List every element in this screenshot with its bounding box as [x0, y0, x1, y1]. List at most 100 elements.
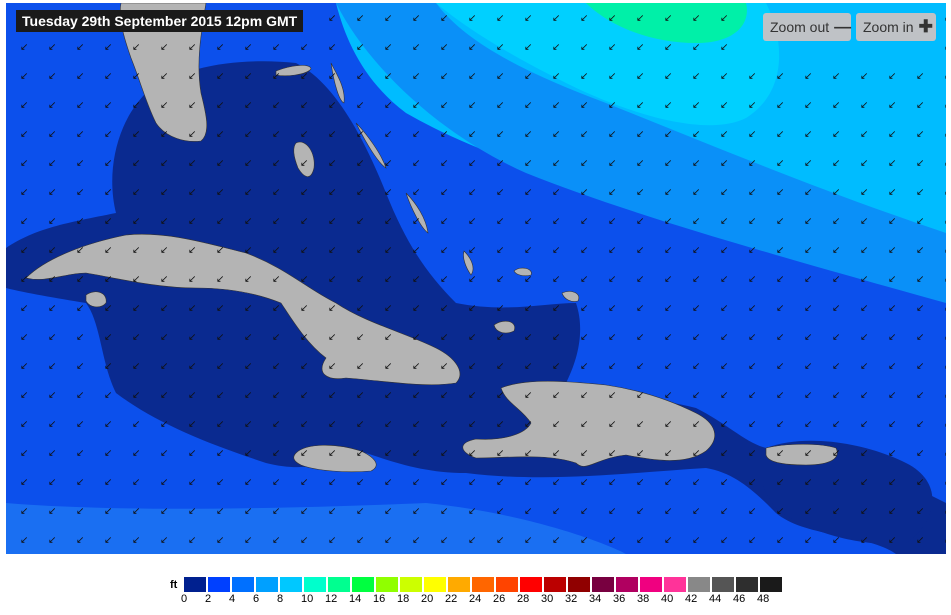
- wave-direction-arrow-icon: ↙: [860, 71, 868, 82]
- wave-direction-arrow-icon: ↙: [860, 535, 868, 546]
- wave-direction-arrow-icon: ↙: [104, 477, 112, 488]
- wave-direction-arrow-icon: ↙: [664, 129, 672, 140]
- wave-direction-arrow-icon: ↙: [860, 216, 868, 227]
- wave-direction-arrow-icon: ↙: [580, 535, 588, 546]
- wave-direction-arrow-icon: ↙: [356, 448, 364, 459]
- wave-height-map[interactable]: ↙ ↙ ↙ ↙ ↙ ↙ ↙ ↙ ↙ ↙ ↙ ↙ ↙ ↙ ↙ ↙ ↙ ↙ ↙ ↙ ↙ ↙ ↙ ↙ ↙ ↙ ↙ ↙ ↙ ↙ ↙ ↙ ↙ ↙ ↙ ↙ ↙ ↙ ↙ ↙…: [6, 3, 946, 554]
- wave-direction-arrow-icon: ↙: [440, 13, 448, 24]
- wave-direction-arrow-icon: ↙: [76, 477, 84, 488]
- wave-direction-arrow-icon: ↙: [216, 71, 224, 82]
- wave-direction-arrow-icon: ↙: [160, 100, 168, 111]
- wave-direction-arrow-icon: ↙: [328, 158, 336, 169]
- wave-direction-arrow-icon: ↙: [160, 187, 168, 198]
- wave-direction-arrow-icon: ↙: [832, 506, 840, 517]
- wave-direction-arrow-icon: ↙: [48, 390, 56, 401]
- wave-direction-arrow-icon: ↙: [48, 448, 56, 459]
- wave-direction-arrow-icon: ↙: [860, 419, 868, 430]
- wave-direction-arrow-icon: ↙: [552, 477, 560, 488]
- wave-direction-arrow-icon: ↙: [272, 158, 280, 169]
- legend-swatch: [400, 577, 422, 592]
- wave-direction-arrow-icon: ↙: [76, 216, 84, 227]
- wave-direction-arrow-icon: ↙: [664, 158, 672, 169]
- wave-direction-arrow-icon: ↙: [132, 477, 140, 488]
- wave-direction-arrow-icon: ↙: [720, 361, 728, 372]
- wave-direction-arrow-icon: ↙: [692, 187, 700, 198]
- wave-direction-arrow-icon: ↙: [48, 361, 56, 372]
- wave-direction-arrow-icon: ↙: [48, 216, 56, 227]
- wave-direction-arrow-icon: ↙: [300, 506, 308, 517]
- wave-direction-arrow-icon: ↙: [188, 42, 196, 53]
- wave-direction-arrow-icon: ↙: [104, 419, 112, 430]
- wave-direction-arrow-icon: ↙: [188, 332, 196, 343]
- wave-direction-arrow-icon: ↙: [888, 303, 896, 314]
- wave-direction-arrow-icon: ↙: [944, 390, 946, 401]
- legend-label: 6: [253, 593, 260, 605]
- caicos: [561, 291, 580, 302]
- abaco: [330, 62, 345, 104]
- wave-direction-arrow-icon: ↙: [272, 448, 280, 459]
- zoom-in-button[interactable]: Zoom in ✚: [856, 13, 936, 41]
- wave-direction-arrow-icon: ↙: [412, 42, 420, 53]
- wave-direction-arrow-icon: ↙: [888, 187, 896, 198]
- wave-direction-arrow-icon: ↙: [524, 332, 532, 343]
- wave-direction-arrow-icon: ↙: [496, 245, 504, 256]
- wave-direction-arrow-icon: ↙: [552, 506, 560, 517]
- wave-direction-arrow-icon: ↙: [356, 274, 364, 285]
- wave-direction-arrow-icon: ↙: [20, 216, 28, 227]
- wave-direction-arrow-icon: ↙: [132, 448, 140, 459]
- legend-swatch: [472, 577, 494, 592]
- wave-direction-arrow-icon: ↙: [104, 535, 112, 546]
- forecast-timestamp: Tuesday 29th September 2015 12pm GMT: [16, 10, 304, 32]
- wave-direction-arrow-icon: ↙: [300, 332, 308, 343]
- wave-direction-arrow-icon: ↙: [300, 419, 308, 430]
- wave-direction-arrow-icon: ↙: [580, 303, 588, 314]
- wave-direction-arrow-icon: ↙: [244, 535, 252, 546]
- legend-label: 46: [733, 593, 746, 605]
- wave-direction-arrow-icon: ↙: [272, 535, 280, 546]
- wave-direction-arrow-icon: ↙: [608, 361, 616, 372]
- wave-direction-arrow-icon: ↙: [776, 332, 784, 343]
- wave-direction-arrow-icon: ↙: [552, 187, 560, 198]
- wave-direction-arrow-icon: ↙: [552, 42, 560, 53]
- wave-direction-arrow-icon: ↙: [832, 245, 840, 256]
- zoom-out-button[interactable]: Zoom out —: [763, 13, 851, 41]
- wave-direction-arrow-icon: ↙: [776, 158, 784, 169]
- wave-direction-arrow-icon: ↙: [720, 477, 728, 488]
- wave-direction-arrow-icon: ↙: [832, 216, 840, 227]
- acklins: [463, 250, 474, 276]
- wave-direction-arrow-icon: ↙: [664, 477, 672, 488]
- legend-swatch: [328, 577, 350, 592]
- wave-direction-arrow-icon: ↙: [384, 42, 392, 53]
- wave-direction-arrow-icon: ↙: [692, 332, 700, 343]
- land: [25, 3, 838, 473]
- wave-direction-arrow-icon: ↙: [188, 71, 196, 82]
- wave-direction-arrow-icon: ↙: [328, 129, 336, 140]
- wave-direction-arrow-icon: ↙: [104, 506, 112, 517]
- wave-direction-arrow-icon: ↙: [132, 332, 140, 343]
- wave-direction-arrow-icon: ↙: [188, 187, 196, 198]
- wave-direction-arrow-icon: ↙: [244, 216, 252, 227]
- wave-direction-arrow-icon: ↙: [356, 216, 364, 227]
- wave-direction-arrow-icon: ↙: [832, 100, 840, 111]
- wave-direction-arrow-icon: ↙: [356, 245, 364, 256]
- wave-direction-arrow-icon: ↙: [356, 303, 364, 314]
- wave-direction-arrow-icon: ↙: [48, 506, 56, 517]
- wave-direction-arrow-icon: ↙: [552, 274, 560, 285]
- wave-direction-arrow-icon: ↙: [608, 100, 616, 111]
- wave-direction-arrow-icon: ↙: [132, 187, 140, 198]
- wave-direction-arrow-icon: ↙: [104, 129, 112, 140]
- wave-direction-arrow-icon: ↙: [776, 245, 784, 256]
- wave-direction-arrow-icon: ↙: [20, 506, 28, 517]
- wave-direction-arrow-icon: ↙: [356, 535, 364, 546]
- wave-direction-arrow-icon: ↙: [916, 303, 924, 314]
- wave-direction-arrow-icon: ↙: [608, 506, 616, 517]
- wave-direction-arrow-icon: ↙: [720, 332, 728, 343]
- wave-direction-arrow-icon: ↙: [916, 448, 924, 459]
- wave-direction-arrow-icon: ↙: [692, 419, 700, 430]
- wave-direction-arrow-icon: ↙: [524, 129, 532, 140]
- wave-direction-arrow-icon: ↙: [524, 245, 532, 256]
- turks-caicos: [513, 267, 532, 277]
- wave-direction-arrow-icon: ↙: [944, 303, 946, 314]
- wave-direction-arrow-icon: ↙: [860, 129, 868, 140]
- wave-direction-arrow-icon: ↙: [20, 448, 28, 459]
